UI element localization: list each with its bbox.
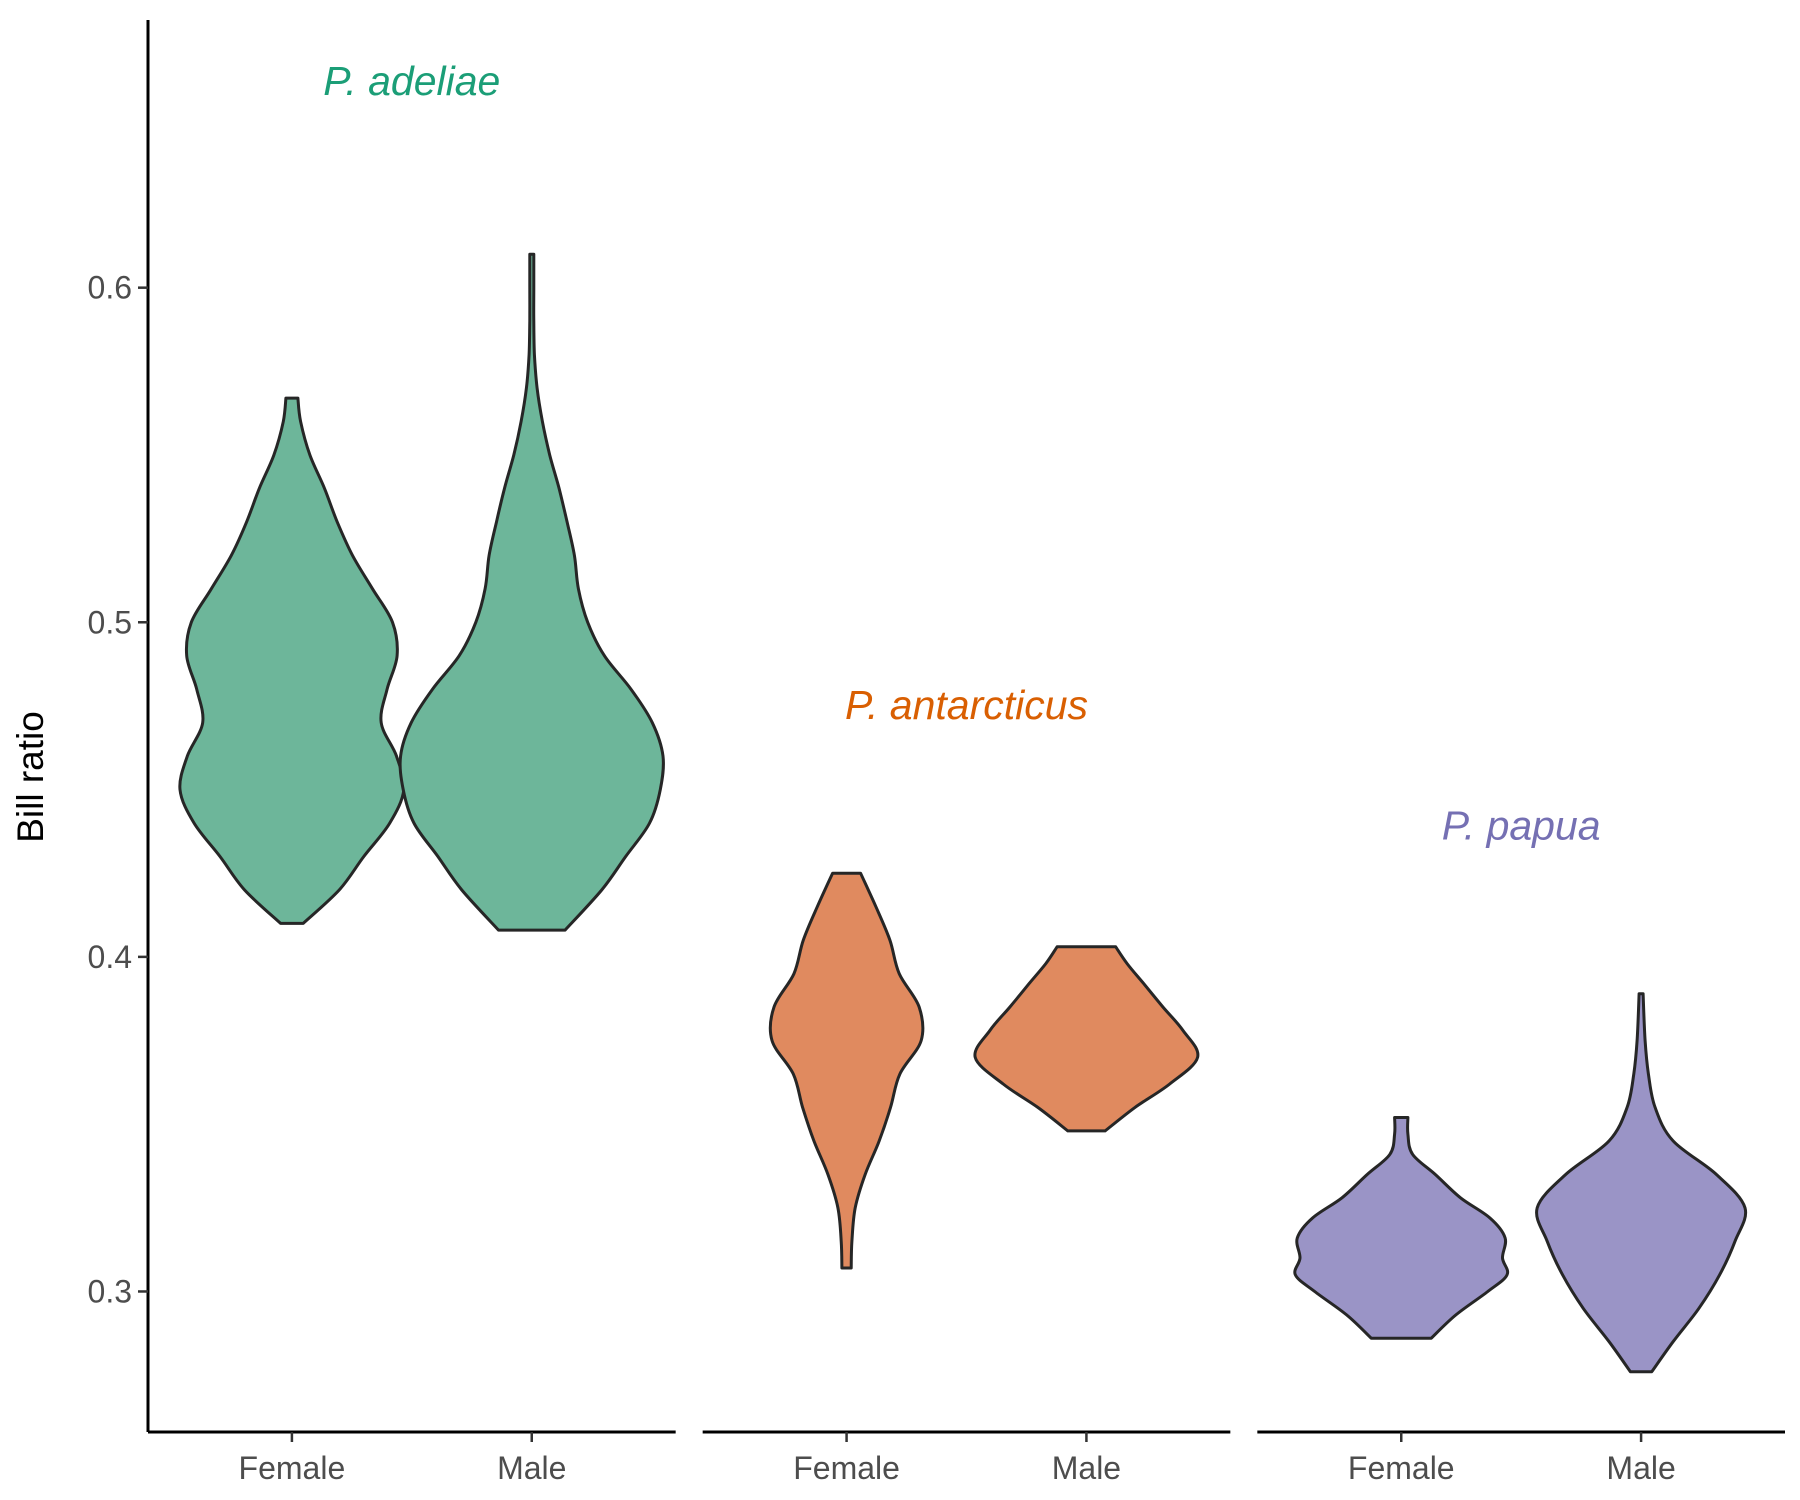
x-tick-label: Male [1606,1450,1675,1486]
y-tick-label: 0.4 [88,939,132,975]
violin-male [1535,992,1748,1374]
facet-panel: Female Male P. antarcticus [702,682,1231,1486]
y-axis: 0.3 0.4 0.5 0.6 [88,20,150,1432]
violin-male [973,945,1200,1133]
x-tick-label: Male [1052,1450,1121,1486]
y-tick-label: 0.6 [88,270,132,306]
x-tick-label: Female [239,1450,346,1486]
facet-panel: Female Male P. adeliae [148,58,676,1486]
violin-male [398,252,665,932]
x-tick-label: Male [497,1450,566,1486]
x-tick-label: Female [1348,1450,1455,1486]
y-tick-label: 0.3 [88,1273,132,1309]
facet-panels: Female Male P. adeliae Female Male P. antarct… [148,58,1785,1486]
species-label: P. adeliae [323,58,500,104]
x-tick-label: Female [793,1450,900,1486]
violin-female [1293,1116,1510,1340]
y-axis-title: Bill ratio [10,711,51,843]
violin-female [178,396,406,925]
facet-panel: Female Male P. papua [1257,803,1785,1486]
species-label: P. papua [1442,803,1601,849]
violin-female [768,871,925,1270]
species-label: P. antarcticus [845,682,1088,728]
y-tick-label: 0.5 [88,604,132,640]
